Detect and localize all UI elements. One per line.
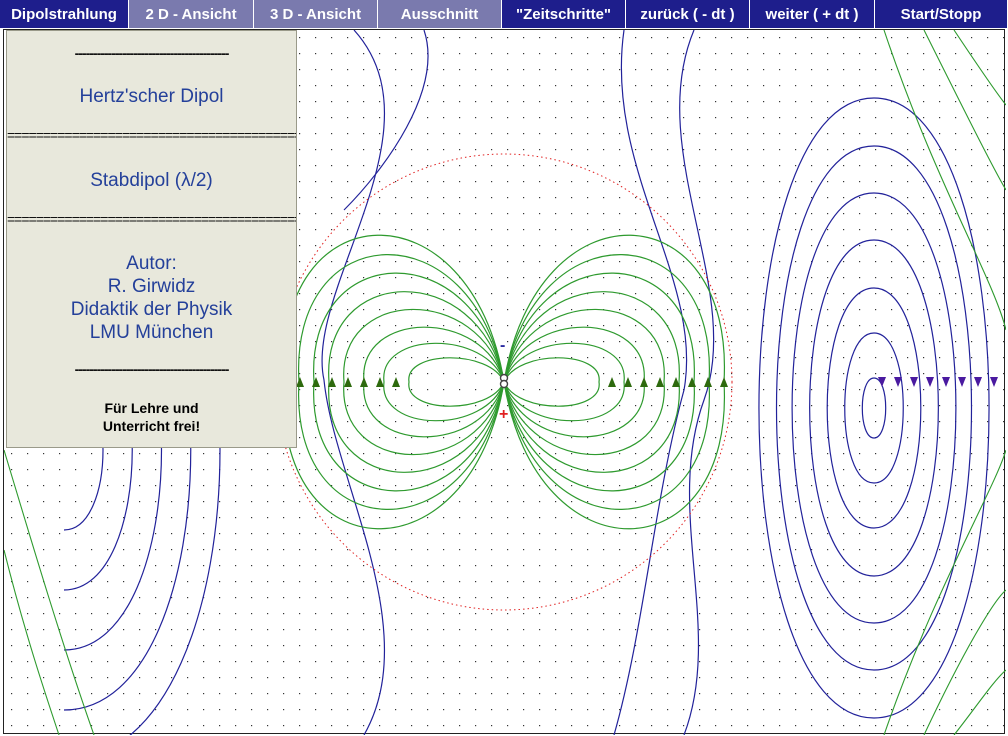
far-field-loop <box>809 239 939 577</box>
far-field-loop <box>844 332 904 484</box>
arrow-up-icon <box>704 377 712 387</box>
separator-dashes-top: ----------------------------------------… <box>74 45 230 61</box>
menu-2d-view-button[interactable]: 2 D - Ansicht <box>129 0 254 28</box>
far-field-loop <box>826 287 922 529</box>
arrow-up-icon <box>376 377 384 387</box>
near-field-loop <box>503 308 665 456</box>
panel-subtitle: Stabdipol (λ/2) <box>90 170 213 191</box>
separator-dashes-bottom: ----------------------------------------… <box>74 361 230 377</box>
outer-field-line <box>953 30 1006 106</box>
arrow-up-icon <box>312 377 320 387</box>
separator-equals-1: ========================================… <box>7 127 296 143</box>
outer-field-line <box>4 449 95 735</box>
far-field-wave <box>343 30 429 211</box>
menu-3d-view-button[interactable]: 3 D - Ansicht <box>254 0 378 28</box>
arrow-down-icon <box>926 377 934 387</box>
far-field-loop <box>775 145 973 671</box>
menu-ausschnitt-button[interactable]: Ausschnitt <box>378 0 502 28</box>
panel-title: Hertz'scher Dipol <box>79 86 224 107</box>
menu-zeitschritte-button[interactable]: "Zeitschritte" <box>502 0 626 28</box>
arrow-up-icon <box>624 377 632 387</box>
far-field-wave <box>679 30 715 735</box>
arrow-up-icon <box>672 377 680 387</box>
far-field-lines <box>4 30 1006 735</box>
arrow-down-icon <box>894 377 902 387</box>
arrow-down-icon <box>990 377 998 387</box>
arrow-up-icon <box>688 377 696 387</box>
plus-charge-label: + <box>499 406 508 423</box>
outer-field-line <box>883 449 1006 735</box>
arrow-up-icon <box>656 377 664 387</box>
minus-charge-label: - <box>500 337 505 354</box>
outer-field-line <box>953 669 1006 735</box>
arrow-up-icon <box>392 377 400 387</box>
arrow-down-icon <box>974 377 982 387</box>
field-direction-arrows <box>296 377 998 387</box>
arrow-up-icon <box>720 377 728 387</box>
far-field-wave <box>321 30 386 735</box>
arrow-up-icon <box>608 377 616 387</box>
near-field-loop <box>383 342 505 422</box>
near-field-loop <box>503 291 680 473</box>
outer-field-line <box>923 589 1006 735</box>
near-field-loop <box>503 342 625 422</box>
author-department: Didaktik der Physik <box>70 299 233 320</box>
outer-field-line <box>923 30 1006 191</box>
arrow-down-icon <box>910 377 918 387</box>
menu-back-dt-button[interactable]: zurück ( - dt ) <box>626 0 750 28</box>
arrow-up-icon <box>360 377 368 387</box>
arrow-up-icon <box>640 377 648 387</box>
menu-forward-dt-button[interactable]: weiter ( + dt ) <box>750 0 875 28</box>
arrow-down-icon <box>942 377 950 387</box>
author-name: R. Girwidz <box>107 276 196 297</box>
separator-equals-2: ========================================… <box>7 211 296 227</box>
license-line-1: Für Lehre und <box>104 400 199 416</box>
arrow-up-icon <box>328 377 336 387</box>
arrow-up-icon <box>296 377 304 387</box>
dipole-antenna: - + <box>499 337 508 423</box>
menu-bar: Dipolstrahlung 2 D - Ansicht 3 D - Ansic… <box>0 0 1008 28</box>
near-field-loop <box>503 357 600 407</box>
near-field-loop <box>328 291 505 473</box>
dipole-bottom-node <box>499 379 509 389</box>
menu-start-stop-button[interactable]: Start/Stopp <box>875 0 1008 28</box>
outer-field-line <box>883 30 1006 331</box>
info-panel: ----------------------------------------… <box>6 30 297 448</box>
menu-dipolstrahlung-button[interactable]: Dipolstrahlung <box>0 0 129 28</box>
author-university: LMU München <box>89 322 214 343</box>
license-line-2: Unterricht frei! <box>102 418 201 434</box>
outer-field-line <box>4 549 60 735</box>
far-field-loop <box>791 192 957 624</box>
arrow-down-icon <box>878 377 886 387</box>
arrow-up-icon <box>344 377 352 387</box>
far-field-loop <box>861 377 887 439</box>
author-label: Autor: <box>126 253 177 274</box>
near-field-loop <box>408 357 505 407</box>
far-field-wave <box>613 30 688 735</box>
arrow-down-icon <box>958 377 966 387</box>
near-field-loop <box>343 308 505 456</box>
